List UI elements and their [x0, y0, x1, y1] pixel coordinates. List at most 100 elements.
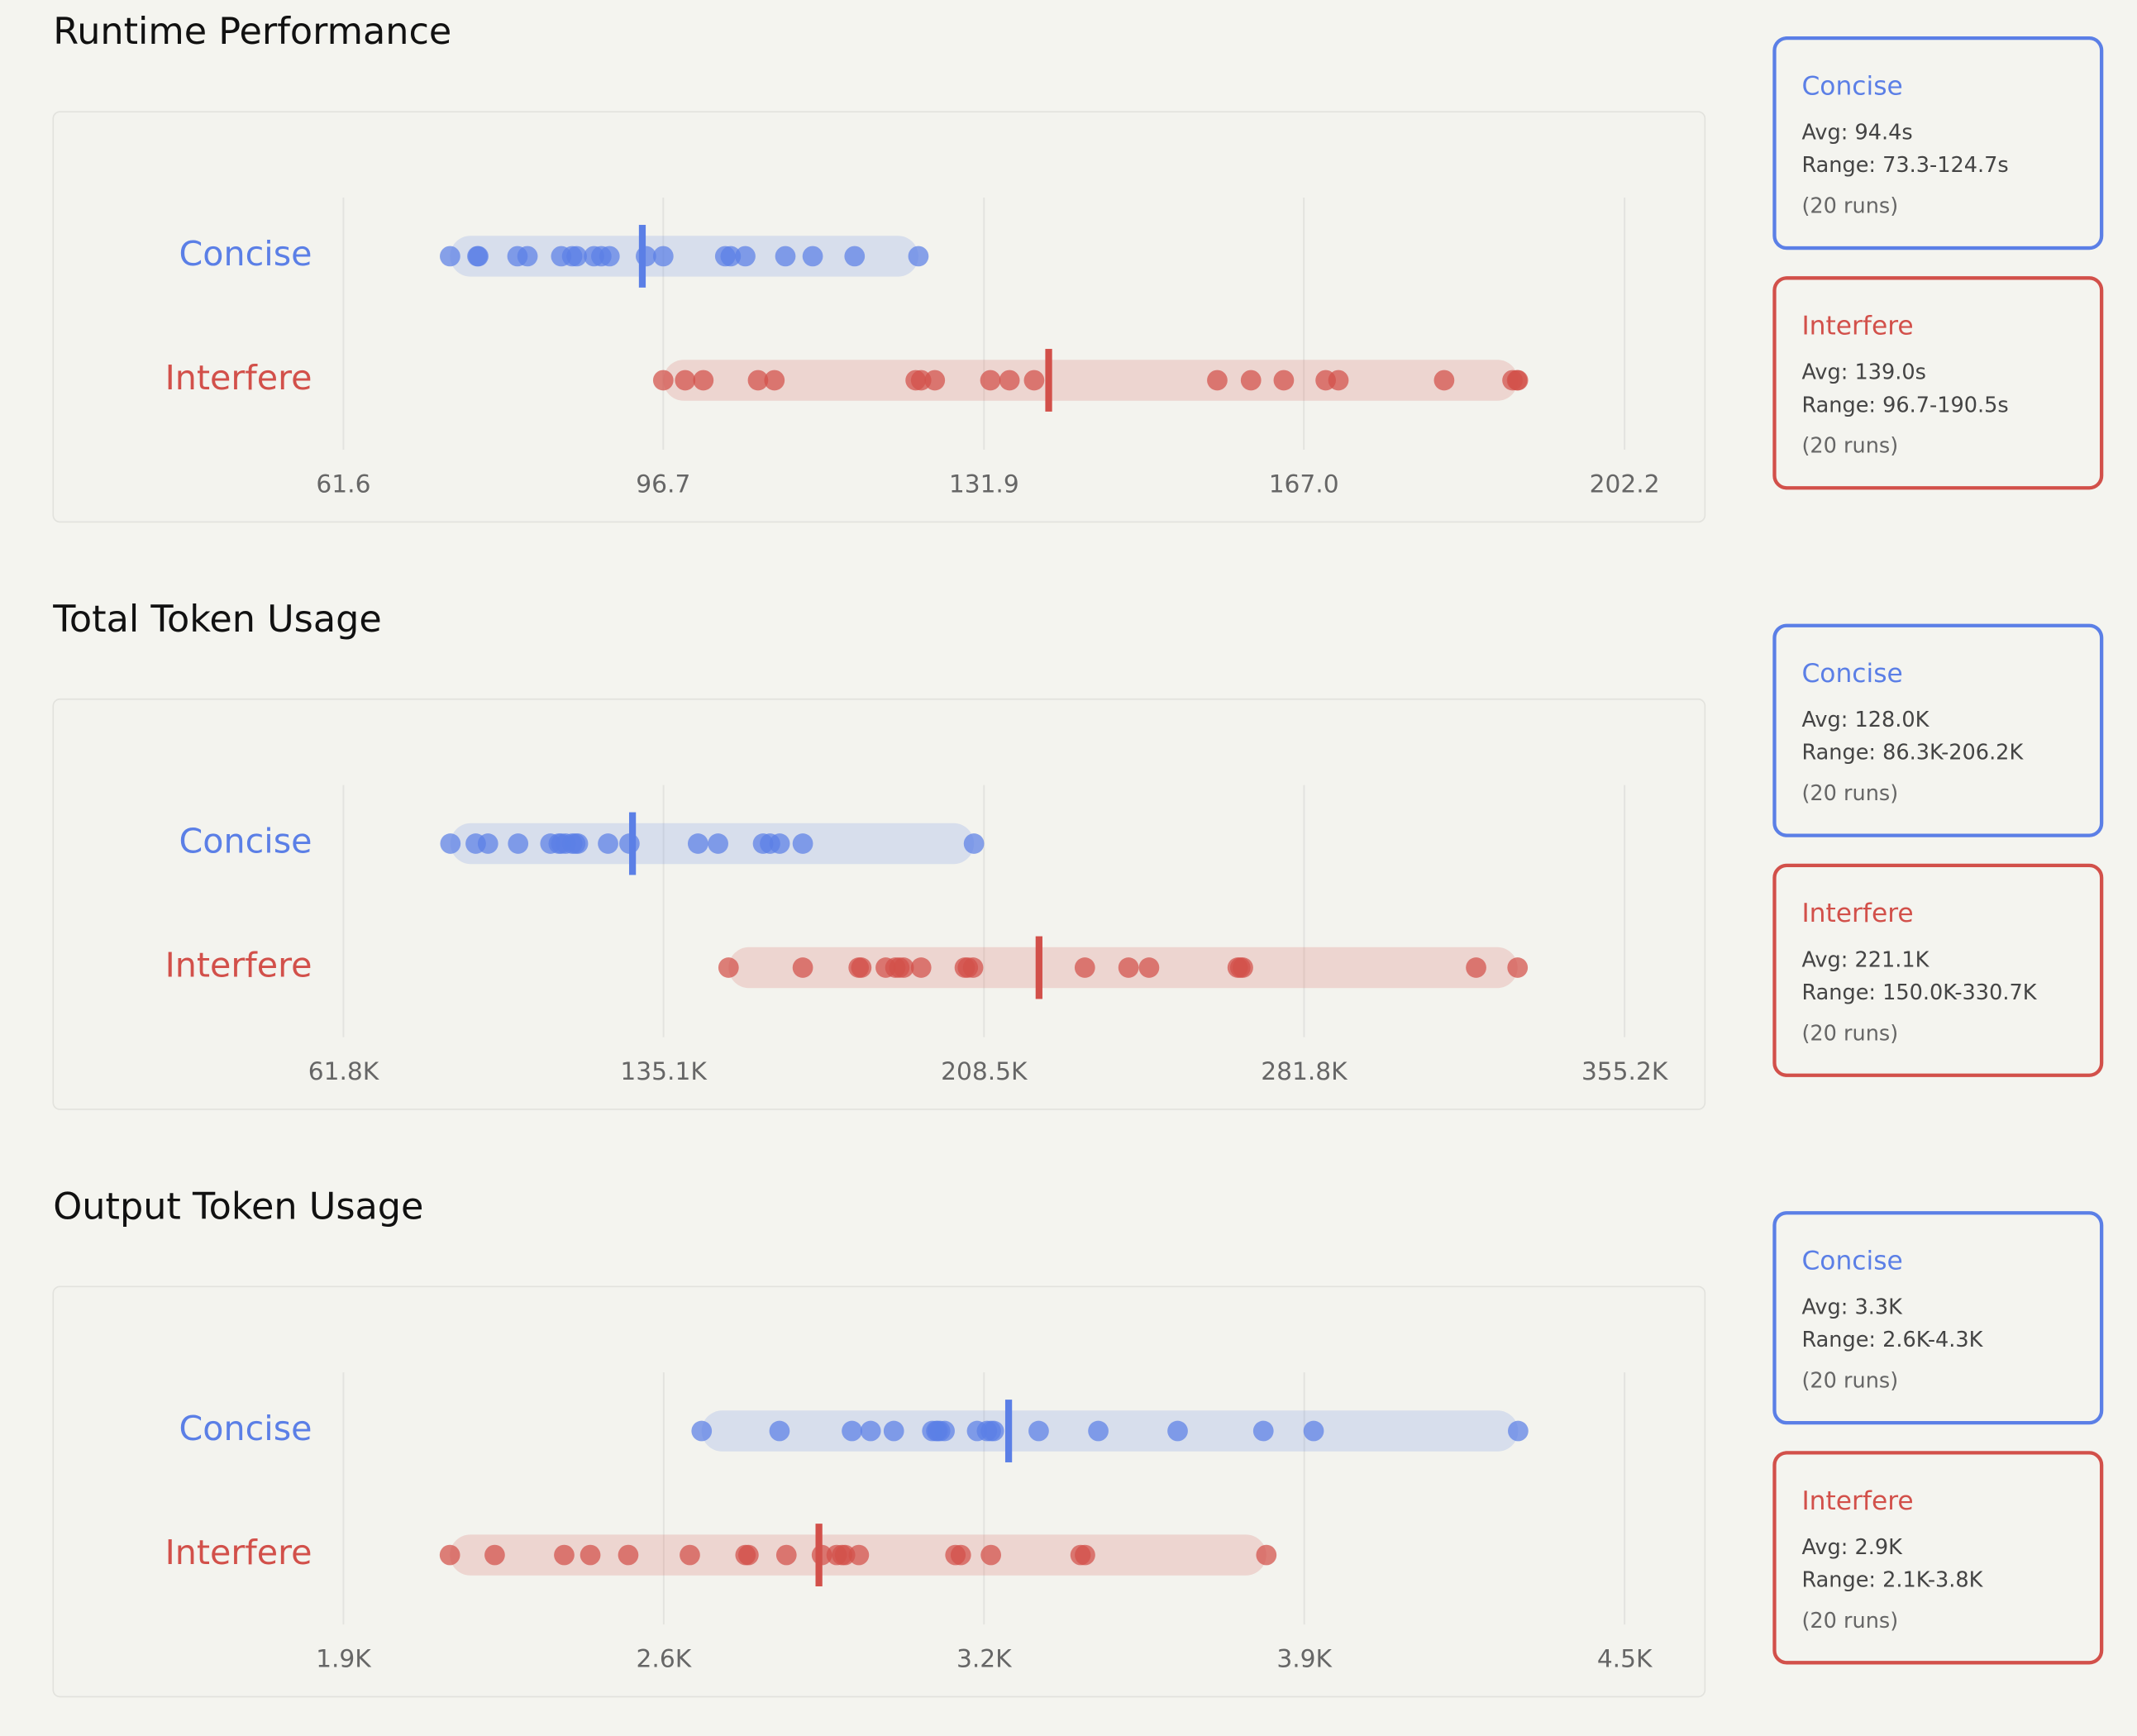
x-tick-label: 355.2K: [1581, 1056, 1669, 1085]
x-tick-label: 96.7: [636, 469, 690, 498]
x-tick-label: 61.6: [316, 469, 370, 498]
data-point: [842, 1420, 862, 1442]
data-point: [1088, 1420, 1109, 1442]
data-point: [1507, 370, 1529, 391]
x-tick-label: 3.9K: [1276, 1643, 1333, 1672]
data-point: [738, 1544, 759, 1566]
stats-name: Concise: [1801, 659, 1902, 689]
data-point: [1028, 1420, 1049, 1442]
data-point: [802, 246, 823, 267]
series-label: Concise: [179, 234, 312, 274]
data-point: [675, 370, 696, 391]
data-point: [1240, 370, 1262, 391]
data-point: [792, 833, 813, 854]
data-point: [477, 833, 498, 854]
plot-panel: [52, 111, 1706, 523]
data-point: [554, 1544, 575, 1566]
x-tick-label: 3.2K: [956, 1643, 1013, 1672]
data-point: [440, 833, 461, 854]
data-point: [1075, 1544, 1095, 1566]
data-point: [599, 246, 620, 267]
stats-range: Range: 86.3K-206.2K: [1801, 741, 2024, 765]
x-tick-label: 61.8K: [308, 1056, 380, 1085]
data-point: [769, 833, 790, 854]
data-point: [1273, 370, 1295, 391]
data-point: [508, 833, 529, 854]
stats-card: [1772, 276, 2104, 490]
data-point: [775, 1544, 797, 1566]
mean-marker: [1004, 1400, 1013, 1462]
data-point: [1074, 957, 1095, 978]
stats-runs: (20 runs): [1801, 434, 1898, 459]
stats-range: Range: 2.6K-4.3K: [1801, 1328, 1983, 1352]
stats-avg: Avg: 128.0K: [1801, 708, 1930, 732]
range-bar: [663, 360, 1519, 401]
stats-name: Interfere: [1801, 899, 1913, 928]
range-bar: [450, 236, 918, 277]
data-point: [1023, 370, 1045, 391]
mean-marker: [1035, 936, 1042, 999]
data-point: [1328, 370, 1349, 391]
data-point: [1433, 370, 1455, 391]
data-point: [580, 1544, 601, 1566]
data-point: [1252, 1420, 1274, 1442]
data-point: [747, 370, 769, 391]
series-label: Concise: [179, 1409, 312, 1448]
stats-avg: Avg: 139.0s: [1801, 360, 1926, 385]
stats-range: Range: 2.1K-3.8K: [1801, 1567, 1983, 1592]
stats-card: [1772, 863, 2104, 1077]
chart-title: Runtime Performance: [53, 11, 451, 53]
data-point: [693, 370, 714, 391]
data-point: [1138, 957, 1160, 978]
stats-range: Range: 150.0K-330.7K: [1801, 980, 2037, 1005]
data-point: [1507, 957, 1529, 978]
data-point: [1466, 957, 1486, 978]
data-point: [1256, 1544, 1277, 1566]
data-point: [950, 1544, 971, 1566]
x-tick-label: 4.5K: [1597, 1643, 1653, 1672]
data-point: [439, 1544, 460, 1566]
data-point: [687, 833, 708, 854]
data-point: [844, 246, 866, 267]
data-point: [618, 1544, 639, 1566]
stats-avg: Avg: 221.1K: [1801, 947, 1930, 972]
stats-avg: Avg: 94.4s: [1801, 121, 1912, 145]
plot-panel: [52, 698, 1706, 1110]
data-point: [999, 370, 1020, 391]
stats-name: Concise: [1801, 72, 1902, 102]
series-label: Interfere: [165, 1533, 312, 1572]
data-point: [484, 1544, 505, 1566]
stats-name: Interfere: [1801, 1486, 1913, 1516]
chart-title: Output Token Usage: [53, 1185, 423, 1228]
data-point: [691, 1420, 713, 1442]
data-point: [775, 246, 796, 267]
x-tick-label: 131.9: [949, 469, 1019, 498]
stats-avg: Avg: 3.3K: [1801, 1295, 1903, 1320]
data-point: [934, 1420, 955, 1442]
stats-runs: (20 runs): [1801, 781, 1898, 806]
x-tick-label: 208.5K: [941, 1056, 1028, 1085]
data-point: [652, 370, 674, 391]
mean-marker: [1045, 349, 1052, 412]
series-label: Concise: [179, 821, 312, 861]
data-point: [517, 246, 538, 267]
data-point: [860, 1420, 881, 1442]
data-point: [980, 1544, 1001, 1566]
data-point: [720, 246, 742, 267]
x-tick-label: 202.2: [1590, 469, 1660, 498]
data-point: [851, 957, 872, 978]
data-point: [567, 833, 589, 854]
data-point: [1207, 370, 1228, 391]
data-point: [1303, 1420, 1324, 1442]
mean-marker: [628, 812, 637, 875]
mean-marker: [638, 225, 646, 288]
x-tick-label: 167.0: [1269, 469, 1339, 498]
data-point: [718, 957, 739, 978]
data-point: [764, 370, 785, 391]
range-bar: [701, 1410, 1519, 1452]
series-label: Interfere: [165, 358, 312, 398]
stats-runs: (20 runs): [1801, 1021, 1898, 1046]
x-tick-label: 2.6K: [637, 1643, 693, 1672]
data-point: [1233, 957, 1253, 978]
